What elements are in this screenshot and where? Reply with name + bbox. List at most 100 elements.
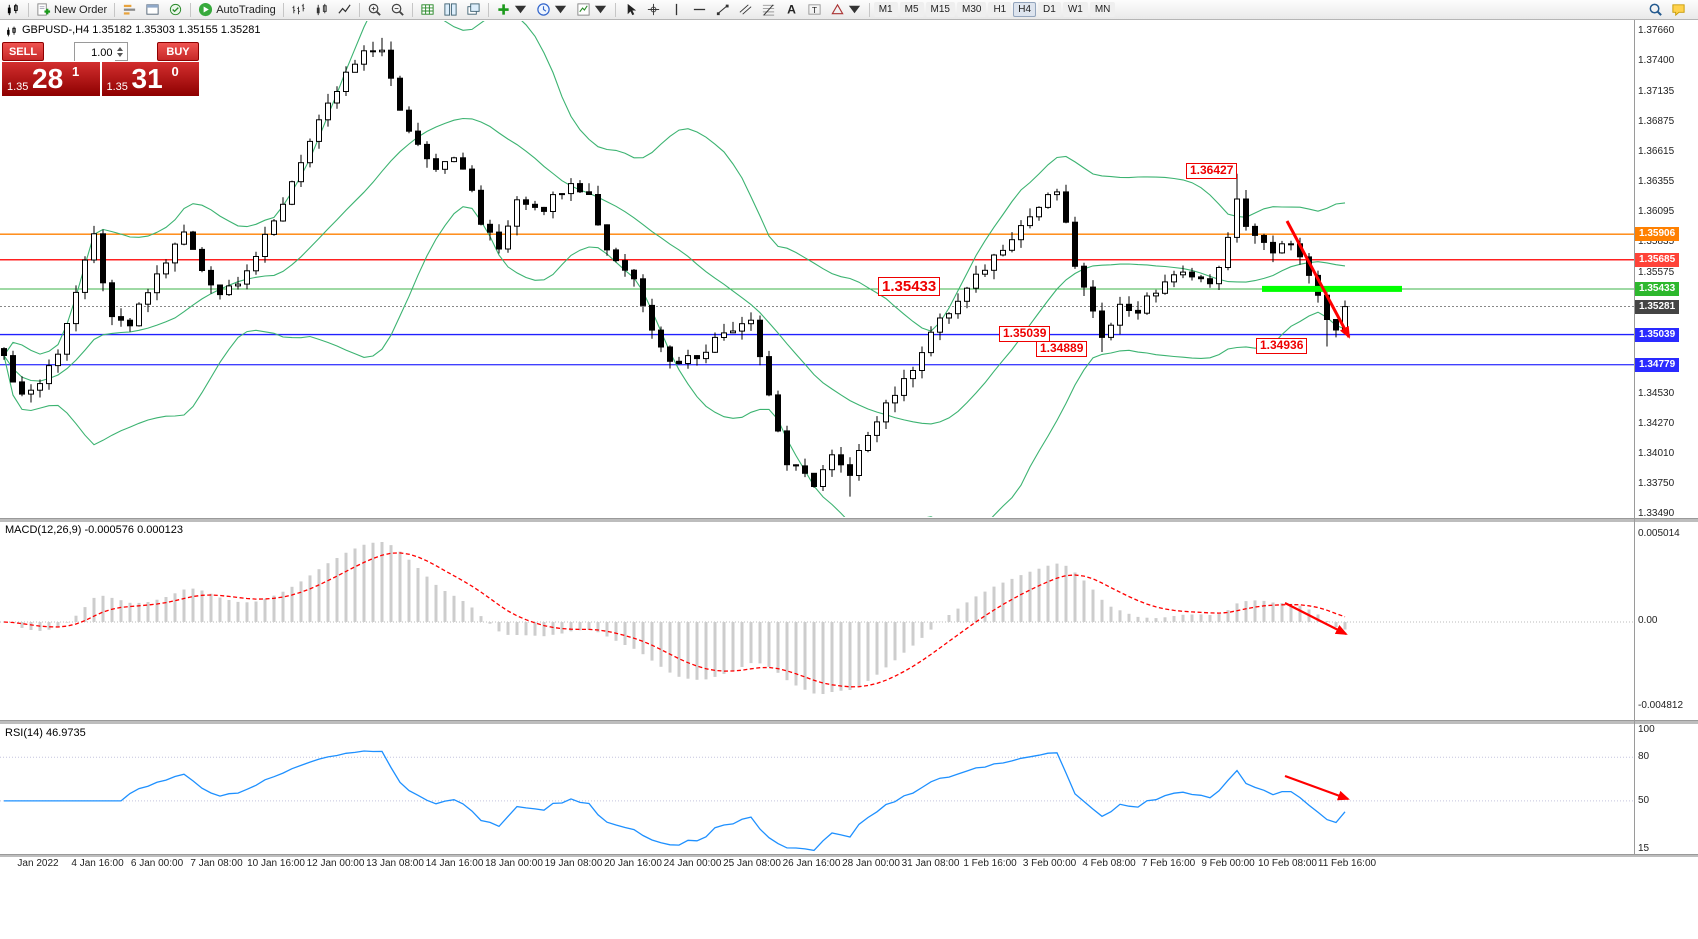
price-annotation[interactable]: 1.34936 bbox=[1256, 338, 1308, 354]
time-label: 28 Jan 00:00 bbox=[842, 858, 900, 869]
time-label: 19 Jan 08:00 bbox=[544, 858, 603, 869]
price-annotation[interactable]: 1.35039 bbox=[999, 326, 1051, 342]
price-scale-border bbox=[1634, 20, 1635, 854]
volume-field[interactable] bbox=[73, 42, 128, 61]
macd-panel[interactable] bbox=[0, 521, 1634, 720]
candlestick-chart-icon bbox=[316, 3, 327, 16]
timeframe-button-h4[interactable]: H4 bbox=[1013, 2, 1037, 17]
price-annotation[interactable]: 1.36427 bbox=[1186, 163, 1238, 179]
svg-text:T: T bbox=[812, 5, 817, 15]
sell-price-point: 1 bbox=[72, 64, 80, 79]
timeframe-button-w1[interactable]: W1 bbox=[1062, 2, 1088, 17]
time-label: 7 Jan 08:00 bbox=[190, 858, 243, 869]
cursor-icon[interactable] bbox=[620, 0, 641, 20]
time-label: 1 Feb 16:00 bbox=[963, 858, 1017, 869]
channel-icon[interactable] bbox=[735, 0, 756, 20]
cascade-windows-icon bbox=[467, 3, 480, 15]
crosshair-icon[interactable] bbox=[643, 0, 664, 20]
data-window-icon[interactable] bbox=[142, 0, 163, 20]
chevron-down-icon[interactable] bbox=[593, 2, 608, 17]
macd-scale-zero: 0.00 bbox=[1638, 615, 1658, 626]
new-order-button[interactable]: New Order bbox=[33, 0, 110, 20]
charts-panel-icon[interactable] bbox=[3, 0, 24, 20]
chart-symbol-icon bbox=[5, 25, 19, 37]
chevron-down-icon[interactable] bbox=[847, 2, 862, 17]
search-icon[interactable] bbox=[1645, 0, 1666, 20]
template-icon[interactable] bbox=[573, 0, 611, 20]
timeframe-button-m15[interactable]: M15 bbox=[925, 2, 955, 17]
time-label: 18 Jan 00:00 bbox=[485, 858, 543, 869]
text-label-icon[interactable]: T bbox=[804, 0, 825, 20]
shapes-icon bbox=[831, 3, 844, 15]
sell-button[interactable]: SELL bbox=[2, 42, 44, 61]
zoom-in-icon[interactable] bbox=[364, 0, 385, 20]
svg-text:A: A bbox=[787, 3, 796, 17]
candlestick-chart-icon[interactable] bbox=[311, 0, 332, 20]
rsi-scale-80: 80 bbox=[1638, 751, 1650, 762]
toolbar-separator bbox=[614, 2, 616, 17]
crosshair-icon bbox=[647, 3, 659, 16]
buy-button[interactable]: BUY bbox=[157, 42, 199, 61]
price-label-badge: 1.35685 bbox=[1635, 252, 1680, 267]
chevron-down-icon[interactable] bbox=[553, 2, 568, 17]
time-label: 4 Jan 16:00 bbox=[71, 858, 124, 869]
timeframe-button-d1[interactable]: D1 bbox=[1038, 2, 1061, 17]
rsi-scale-15: 15 bbox=[1638, 843, 1650, 854]
volume-spinner[interactable] bbox=[115, 43, 126, 60]
spinner-down-icon[interactable] bbox=[117, 52, 123, 57]
price-tick: 1.36355 bbox=[1638, 176, 1675, 188]
chat-icon[interactable] bbox=[1668, 0, 1689, 20]
spinner-up-icon[interactable] bbox=[117, 46, 123, 51]
bar-chart-icon[interactable] bbox=[288, 0, 309, 20]
cursor-icon bbox=[627, 3, 636, 16]
fibonacci-icon[interactable] bbox=[758, 0, 779, 20]
tester-grid-icon bbox=[421, 4, 434, 15]
line-chart-icon[interactable] bbox=[334, 0, 355, 20]
tester-grid-icon[interactable] bbox=[417, 0, 438, 20]
period-clock-icon[interactable] bbox=[533, 0, 571, 20]
autotrading-button[interactable]: AutoTrading bbox=[195, 0, 279, 20]
buy-price-display[interactable]: 1.35 31 0 bbox=[101, 62, 199, 96]
timeframe-button-m1[interactable]: M1 bbox=[873, 2, 898, 17]
zoom-out-icon[interactable] bbox=[387, 0, 408, 20]
chevron-down-icon[interactable] bbox=[513, 2, 528, 17]
add-indicator-icon[interactable] bbox=[493, 0, 531, 20]
autotrading-icon bbox=[199, 2, 213, 17]
time-label: 10 Jan 16:00 bbox=[247, 858, 305, 869]
text-icon: A bbox=[787, 3, 796, 17]
depth-of-market-icon[interactable] bbox=[119, 0, 140, 20]
timeframe-button-m30[interactable]: M30 bbox=[956, 2, 987, 17]
price-tick: 1.33490 bbox=[1638, 508, 1675, 519]
sell-price-pips: 28 bbox=[32, 63, 64, 94]
time-label: 12 Jan 00:00 bbox=[306, 858, 365, 869]
sell-price-display[interactable]: 1.35 28 1 bbox=[2, 62, 100, 96]
cascade-windows-icon[interactable] bbox=[463, 0, 484, 20]
volume-input[interactable] bbox=[74, 45, 115, 61]
panel-separator[interactable] bbox=[0, 720, 1698, 724]
price-annotation[interactable]: 1.34889 bbox=[1036, 341, 1088, 357]
price-tick: 1.35575 bbox=[1638, 266, 1675, 278]
price-annotation[interactable]: 1.35433 bbox=[878, 277, 941, 297]
market-watch-icon[interactable] bbox=[165, 0, 186, 20]
data-window-icon bbox=[146, 4, 159, 15]
horizontal-line-icon[interactable] bbox=[689, 0, 710, 20]
timeframe-button-h1[interactable]: H1 bbox=[988, 2, 1012, 17]
timeframe-button-mn[interactable]: MN bbox=[1089, 2, 1116, 17]
vertical-line-icon[interactable] bbox=[666, 0, 687, 20]
toolbar-separator bbox=[114, 2, 116, 17]
toolbar-right-icons bbox=[1644, 0, 1690, 20]
add-indicator-icon bbox=[498, 4, 509, 15]
text-icon[interactable]: A bbox=[781, 0, 802, 20]
macd-scale-min: -0.004812 bbox=[1638, 700, 1684, 711]
panel-separator[interactable] bbox=[0, 518, 1698, 522]
shapes-icon[interactable] bbox=[827, 0, 865, 20]
price-tick: 1.33750 bbox=[1638, 477, 1675, 489]
toolbar-separator bbox=[190, 2, 192, 17]
rsi-panel[interactable] bbox=[0, 723, 1634, 854]
time-label: 26 Jan 16:00 bbox=[782, 858, 841, 869]
trendline-icon[interactable] bbox=[712, 0, 733, 20]
time-label: 10 Feb 08:00 bbox=[1258, 858, 1317, 869]
timeframe-button-m5[interactable]: M5 bbox=[899, 2, 924, 17]
main-chart-panel[interactable] bbox=[0, 20, 1634, 518]
tile-windows-icon[interactable] bbox=[440, 0, 461, 20]
